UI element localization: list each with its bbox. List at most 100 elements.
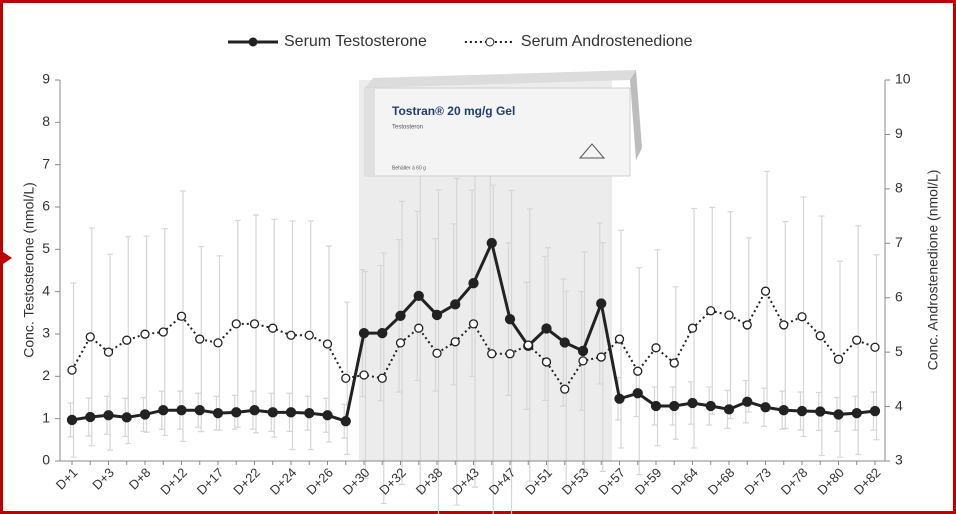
- data-point: [395, 310, 406, 321]
- data-point: [486, 237, 497, 249]
- data-point: [431, 309, 443, 321]
- product-title: Tostran® 20 mg/g Gel: [392, 104, 515, 118]
- data-point: [851, 408, 862, 419]
- data-point: [176, 311, 187, 321]
- y-tick-label: 4: [42, 282, 50, 298]
- data-point: [559, 337, 570, 348]
- y2-tick-label: 5: [895, 343, 903, 359]
- data-point: [377, 373, 387, 383]
- data-point: [285, 407, 297, 418]
- y2-tick-label: 10: [895, 71, 911, 87]
- data-point: [340, 416, 351, 427]
- data-point: [796, 405, 808, 417]
- legend-label: Serum Testosterone: [284, 33, 427, 50]
- data-point: [450, 337, 460, 347]
- data-point: [651, 343, 661, 353]
- data-point: [523, 340, 533, 350]
- data-point: [797, 312, 807, 322]
- data-point: [194, 405, 205, 416]
- data-point: [779, 320, 789, 330]
- data-point: [870, 342, 880, 352]
- y-tick-label: 5: [42, 240, 50, 256]
- data-point: [158, 327, 168, 337]
- y-tick-label: 0: [42, 452, 50, 468]
- data-point: [541, 357, 552, 367]
- data-point: [322, 339, 333, 349]
- data-point: [742, 320, 752, 330]
- product-subtitle: Testosteron: [392, 125, 423, 131]
- pointer-arrow: [0, 250, 12, 266]
- data-point: [614, 393, 625, 404]
- data-point: [504, 314, 516, 325]
- data-point: [66, 414, 78, 426]
- product-footer: Behälter à 60 g: [392, 165, 426, 171]
- y-tick-label: 2: [42, 367, 50, 383]
- data-point: [852, 335, 862, 345]
- data-point: [541, 323, 552, 334]
- data-point: [304, 408, 315, 419]
- data-point: [103, 410, 114, 421]
- data-point: [67, 365, 77, 375]
- data-point: [358, 328, 370, 339]
- data-point: [815, 406, 826, 417]
- data-point: [687, 397, 698, 409]
- data-point: [286, 330, 296, 340]
- data-point: [669, 400, 680, 412]
- data-point: [304, 330, 314, 340]
- data-point: [432, 348, 442, 358]
- y-axis-label: Conc. Testosterone (nmol/L): [21, 182, 37, 358]
- y2-tick-label: 9: [895, 125, 903, 141]
- data-point: [833, 409, 844, 420]
- data-point: [669, 358, 679, 368]
- data-point: [614, 334, 625, 344]
- y2-tick-label: 8: [895, 180, 903, 196]
- data-point: [487, 349, 497, 359]
- data-point: [650, 400, 662, 412]
- y-tick-label: 8: [42, 113, 50, 129]
- data-point: [742, 396, 753, 407]
- data-point: [122, 335, 132, 345]
- y-tick-label: 9: [42, 71, 50, 87]
- data-point: [724, 310, 734, 320]
- data-point: [815, 331, 825, 341]
- data-point: [176, 405, 187, 416]
- data-point: [267, 407, 278, 418]
- data-point: [359, 370, 369, 380]
- data-point: [213, 338, 223, 348]
- y2-tick-label: 6: [895, 288, 903, 304]
- data-point: [468, 319, 479, 329]
- data-point: [103, 347, 114, 357]
- y-tick-label: 6: [42, 198, 50, 214]
- product-image: Tostran® 20 mg/g Gel Testosteron Behälte…: [364, 70, 642, 177]
- data-point: [578, 356, 588, 366]
- data-point: [322, 410, 333, 421]
- data-point: [249, 319, 260, 329]
- data-point: [395, 338, 406, 348]
- legend-marker: [248, 37, 258, 47]
- data-point: [195, 334, 205, 344]
- data-point: [778, 405, 789, 416]
- y-tick-label: 1: [42, 409, 50, 425]
- data-point: [414, 323, 424, 333]
- data-point: [833, 354, 844, 364]
- legend-marker: [485, 37, 495, 47]
- data-point: [577, 345, 589, 357]
- data-point: [413, 290, 424, 302]
- data-point: [85, 332, 95, 342]
- data-point: [869, 405, 881, 417]
- data-point: [121, 412, 132, 423]
- data-point: [85, 411, 96, 423]
- data-point: [231, 407, 242, 418]
- data-point: [450, 299, 461, 310]
- data-point: [377, 328, 388, 339]
- data-point: [468, 278, 479, 289]
- y-tick-label: 7: [42, 155, 50, 171]
- data-point: [632, 388, 643, 399]
- y-tick-label: 3: [42, 325, 50, 341]
- data-point: [760, 286, 771, 296]
- data-point: [140, 329, 150, 339]
- data-point: [139, 409, 151, 420]
- data-point: [596, 352, 606, 362]
- y2-tick-label: 7: [895, 234, 903, 250]
